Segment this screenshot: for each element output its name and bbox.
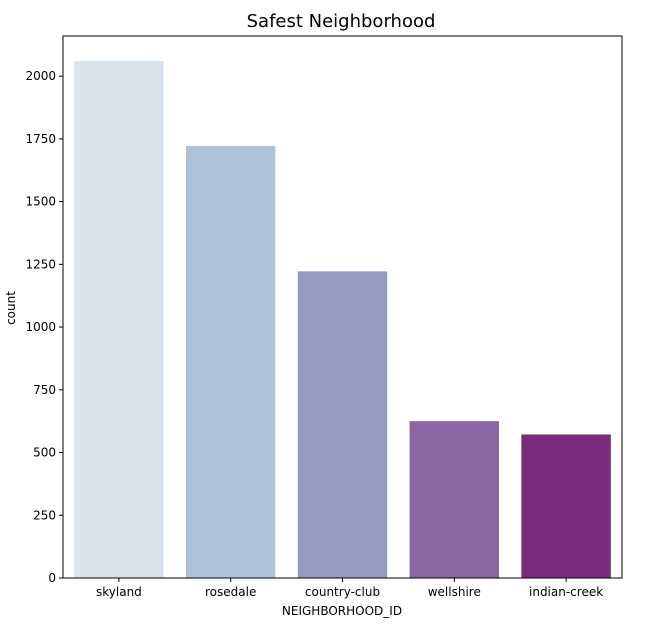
y-tick-label-1500: 1500 <box>25 195 56 209</box>
x-tick-label-skyland: skyland <box>96 585 142 599</box>
x-tick-label-indian-creek: indian-creek <box>529 585 603 599</box>
x-tick-label-rosedale: rosedale <box>205 585 256 599</box>
chart-title: Safest Neighborhood <box>247 11 436 32</box>
y-axis-ticks: 0 250 500 750 1000 1250 1500 1750 2000 <box>25 69 63 585</box>
y-tick-label-750: 750 <box>33 383 56 397</box>
y-tick-label-1000: 1000 <box>25 320 56 334</box>
bar-wellshire <box>409 421 500 578</box>
y-tick-label-1750: 1750 <box>25 132 56 146</box>
bar-rosedale <box>185 145 276 578</box>
x-tick-label-country-club: country-club <box>305 585 380 599</box>
plot-frame <box>62 35 623 579</box>
x-tick-label-wellshire: wellshire <box>428 585 481 599</box>
bar-skyland <box>74 61 164 579</box>
y-tick-label-0: 0 <box>48 571 56 585</box>
y-tick-label-500: 500 <box>33 446 56 460</box>
x-axis-ticks: skyland rosedale country-club wellshire indi… <box>96 578 603 599</box>
x-axis-label: NEIGHBORHOOD_ID <box>282 604 402 618</box>
bar-indian-creek <box>521 434 611 578</box>
y-tick-label-1250: 1250 <box>25 257 56 271</box>
bar-country-club <box>297 271 388 578</box>
y-axis-label: count <box>4 291 18 325</box>
y-tick-label-250: 250 <box>33 508 56 522</box>
bars-group <box>74 61 611 579</box>
y-tick-label-2000: 2000 <box>25 69 56 83</box>
